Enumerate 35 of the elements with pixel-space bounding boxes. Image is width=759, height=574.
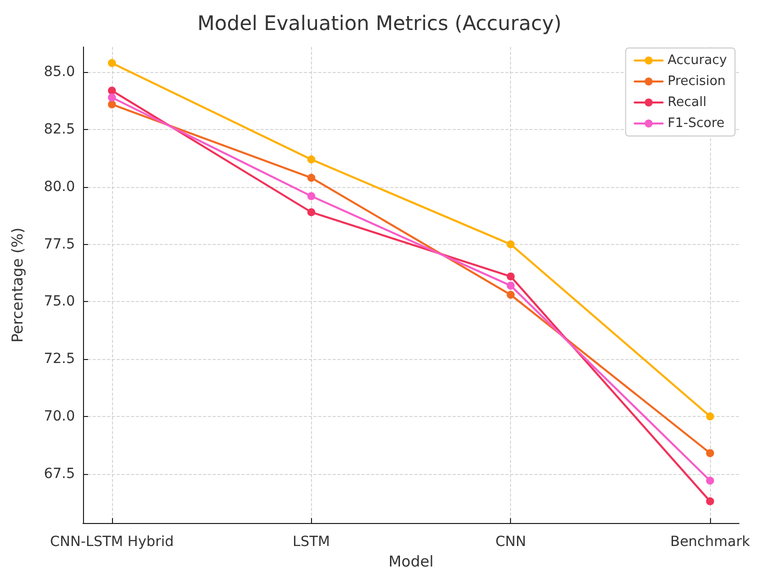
point [307, 208, 316, 216]
point [506, 240, 515, 248]
point [506, 272, 515, 280]
x-tick-label: Benchmark [670, 534, 751, 550]
legend-label: Accuracy [668, 53, 728, 68]
y-tick-label: 82.5 [44, 122, 75, 138]
x-tick-label: CNN-LSTM Hybrid [50, 534, 174, 550]
legend-label: Precision [668, 74, 726, 89]
point [506, 282, 515, 290]
point [307, 174, 316, 182]
x-tick-label: LSTM [292, 534, 330, 550]
point [108, 100, 116, 108]
y-tick-label: 85.0 [44, 64, 75, 80]
point [108, 86, 116, 95]
point [706, 412, 714, 420]
point [706, 449, 714, 458]
point [108, 59, 116, 68]
y-tick-label: 80.0 [44, 178, 75, 195]
legend-label: Recall [668, 95, 706, 110]
y-axis-title: Percentage (%) [8, 227, 26, 343]
y-tick-label: 72.5 [44, 351, 75, 368]
point [706, 497, 714, 506]
point [108, 93, 116, 102]
y-tick-label: 77.5 [44, 236, 75, 252]
point [307, 192, 316, 200]
y-tick-label: 67.5 [44, 466, 75, 482]
point [307, 155, 316, 164]
point [506, 290, 515, 299]
y-tick-label: 75.0 [44, 294, 75, 310]
legend-label: F1-Score [668, 116, 725, 131]
x-axis-title: Model [388, 552, 434, 570]
point [706, 476, 714, 485]
x-tick-label: CNN [495, 534, 526, 550]
chart-title: Model Evaluation Metrics (Accuracy) [197, 11, 562, 35]
y-tick-label: 70.0 [44, 408, 75, 424]
